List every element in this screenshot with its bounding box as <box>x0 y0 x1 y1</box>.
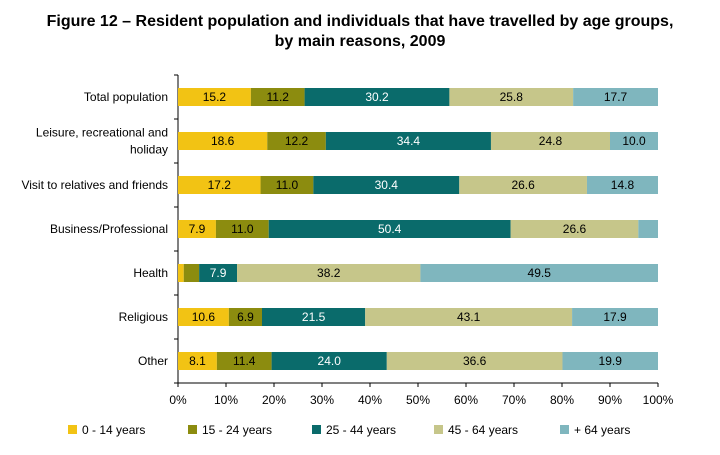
data-label: 6.9 <box>237 310 254 324</box>
x-tick-label: 100% <box>643 393 674 407</box>
data-label: 21.5 <box>302 310 326 324</box>
bar-segment <box>268 220 511 238</box>
bar-segment <box>562 352 658 370</box>
bar-segment <box>262 308 366 326</box>
bar-segment <box>199 264 238 282</box>
data-label: 38.2 <box>317 266 341 280</box>
data-label: 43.1 <box>457 310 481 324</box>
bar-segment <box>178 132 268 150</box>
bar-segment <box>459 176 587 194</box>
bar-segment <box>573 88 658 106</box>
bar-segment <box>250 88 305 106</box>
x-tick-label: 80% <box>550 393 574 407</box>
legend-label: 25 - 44 years <box>326 423 396 437</box>
data-label: 10.6 <box>192 310 216 324</box>
bar-segment <box>420 264 658 282</box>
data-label: 7.9 <box>189 222 206 236</box>
bar-segment <box>260 176 314 194</box>
legend-label: 45 - 64 years <box>448 423 518 437</box>
bar-segment <box>449 88 574 106</box>
x-tick-label: 60% <box>454 393 478 407</box>
x-tick-label: 70% <box>502 393 526 407</box>
data-label: 50.4 <box>378 222 402 236</box>
data-label: 17.7 <box>604 90 628 104</box>
bar-segment <box>490 132 610 150</box>
bar-segment <box>267 132 326 150</box>
data-label: 30.4 <box>375 178 399 192</box>
bar-segment <box>572 308 658 326</box>
category-label: Business/Professional <box>50 222 168 236</box>
bar-segment <box>271 352 387 370</box>
x-tick-label: 0% <box>169 393 187 407</box>
data-label: 17.9 <box>603 310 627 324</box>
bar-segment <box>638 220 658 238</box>
bar-segment <box>586 176 658 194</box>
bar-segment <box>313 176 460 194</box>
bar-segment <box>178 220 216 238</box>
legend-label: 15 - 24 years <box>202 423 272 437</box>
bar-segment <box>178 352 217 370</box>
bar-segment <box>365 308 573 326</box>
data-label: 25.8 <box>500 90 524 104</box>
bar-segment <box>228 308 262 326</box>
category-label: Total population <box>84 90 168 104</box>
bar-segment <box>386 352 563 370</box>
bar-segment <box>178 176 261 194</box>
data-label: 11.0 <box>276 178 299 192</box>
data-label: 49.5 <box>528 266 552 280</box>
data-label: 26.6 <box>563 222 587 236</box>
data-label: 17.2 <box>208 178 232 192</box>
x-tick-label: 90% <box>598 393 622 407</box>
bar-segment <box>325 132 491 150</box>
chart-title: Figure 12 – Resident population and indi… <box>0 12 720 52</box>
bar-segment <box>510 220 639 238</box>
data-label: 8.1 <box>189 354 206 368</box>
data-label: 30.2 <box>365 90 389 104</box>
bar-segment <box>178 88 251 106</box>
chart-title-line-1: Figure 12 – Resident population and indi… <box>46 13 674 30</box>
category-label: Other <box>138 354 168 368</box>
data-label: 36.6 <box>463 354 487 368</box>
bar-segment <box>237 264 421 282</box>
data-label: 11.0 <box>231 222 254 236</box>
bar-segment <box>178 308 229 326</box>
legend-swatch <box>68 425 77 434</box>
data-label: 24.0 <box>318 354 342 368</box>
data-label: 10.0 <box>622 134 646 148</box>
data-label: 18.6 <box>211 134 235 148</box>
category-label: Religious <box>119 310 168 324</box>
x-tick-label: 30% <box>310 393 334 407</box>
category-label: Health <box>133 266 168 280</box>
bar-segment <box>215 220 269 238</box>
legend-swatch <box>188 425 197 434</box>
data-label: 24.8 <box>539 134 563 148</box>
data-label: 7.9 <box>210 266 227 280</box>
data-label: 11.2 <box>267 90 290 104</box>
x-tick-label: 50% <box>406 393 430 407</box>
x-tick-label: 10% <box>214 393 238 407</box>
category-label: Visit to relatives and friends <box>21 178 168 192</box>
data-label: 15.2 <box>203 90 227 104</box>
data-label: 34.4 <box>397 134 421 148</box>
bar-segment <box>178 264 184 282</box>
category-label: Leisure, recreational and holiday <box>36 126 168 157</box>
legend-label: 0 - 14 years <box>82 423 145 437</box>
legend-swatch <box>434 425 443 434</box>
bar-segment <box>610 132 658 150</box>
data-label: 11.4 <box>233 354 256 368</box>
data-label: 14.8 <box>611 178 635 192</box>
legend-swatch <box>560 425 569 434</box>
data-label: 19.9 <box>599 354 623 368</box>
chart-title-line-2: by main reasons, 2009 <box>274 33 446 50</box>
bar-segment <box>216 352 272 370</box>
legend-swatch <box>312 425 321 434</box>
data-label: 26.6 <box>511 178 535 192</box>
data-label: 12.2 <box>285 134 309 148</box>
x-tick-label: 40% <box>358 393 382 407</box>
bar-segment <box>304 88 450 106</box>
bar-segment <box>183 264 200 282</box>
legend-label: + 64 years <box>574 423 630 437</box>
x-tick-label: 20% <box>262 393 286 407</box>
